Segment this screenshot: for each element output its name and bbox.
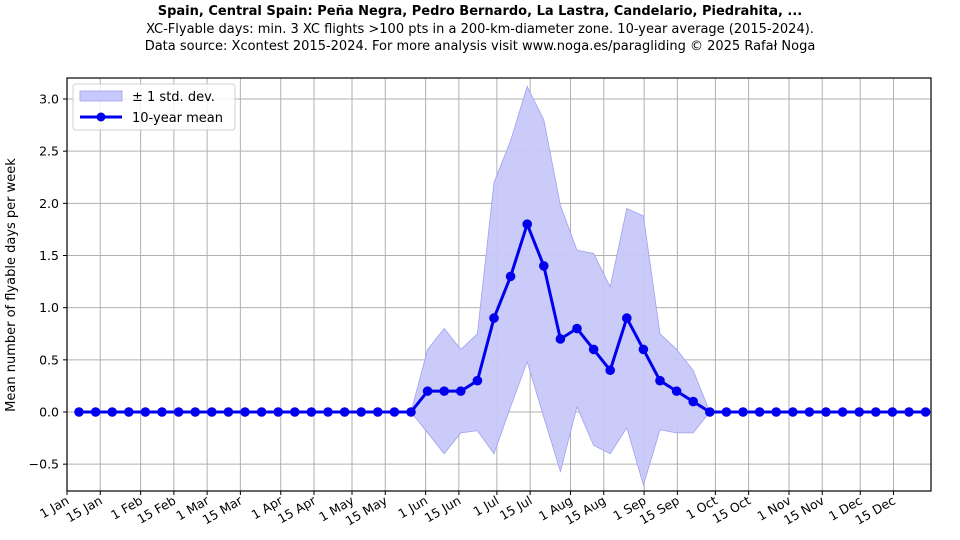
x-tick-label: 15 Jun (422, 493, 464, 526)
mean-data-point (622, 313, 632, 323)
mean-data-point (605, 365, 615, 376)
mean-data-point (74, 407, 84, 417)
mean-data-point (854, 407, 864, 417)
mean-data-point (406, 407, 416, 417)
mean-data-point (871, 407, 881, 417)
y-axis-label: Mean number of flyable days per week (4, 158, 19, 412)
mean-data-point (539, 261, 549, 271)
std-dev-area (79, 85, 926, 487)
mean-data-point (904, 407, 914, 417)
chart-subtitle-source: Data source: Xcontest 2015-2024. For mor… (144, 39, 816, 54)
y-axis-ticks: −0.5 0.0 0.5 1.0 1.5 2.0 2.5 3.0 (29, 92, 67, 472)
mean-data-point (522, 219, 532, 229)
mean-data-point (240, 407, 250, 417)
mean-data-point (439, 386, 450, 396)
mean-data-point (555, 334, 566, 344)
mean-data-point (754, 407, 765, 417)
mean-data-point (489, 313, 499, 323)
mean-data-point (373, 407, 383, 417)
mean-data-point (90, 407, 101, 417)
mean-data-point (887, 407, 898, 417)
legend: ± 1 std. dev. 10-year mean (72, 83, 236, 131)
mean-data-point (456, 386, 466, 396)
mean-data-point (655, 375, 665, 386)
mean-data-point (124, 407, 134, 417)
legend-std-label: ± 1 std. dev. (132, 90, 215, 105)
chart-subtitle-definition: XC-Flyable days: min. 3 XC flights >100 … (146, 22, 814, 37)
mean-data-point (107, 407, 117, 417)
mean-data-point (356, 407, 367, 417)
mean-data-point (572, 323, 582, 334)
x-tick-label: 1 Jul (470, 493, 501, 519)
mean-data-point (422, 386, 433, 396)
mean-line-series (74, 219, 931, 417)
mean-data-point (339, 407, 350, 417)
mean-data-point (688, 396, 698, 407)
mean-data-point (638, 344, 649, 355)
mean-data-point (588, 344, 599, 355)
std-dev-band (79, 85, 926, 487)
x-tick-label: 15 Feb (134, 493, 178, 527)
mean-data-point (190, 407, 200, 417)
mean-data-point (705, 407, 715, 417)
mean-data-point (671, 386, 682, 396)
mean-data-point (223, 407, 234, 417)
mean-data-point (389, 407, 400, 417)
y-tick-label: 2.0 (39, 196, 59, 211)
mean-data-point (290, 407, 300, 417)
y-tick-label: 1.0 (39, 300, 59, 315)
mean-data-point (173, 407, 184, 417)
mean-data-point (472, 375, 483, 386)
x-tick-label: 15 Jan (63, 493, 104, 526)
legend-mean-label: 10-year mean (132, 111, 223, 126)
mean-data-point (788, 407, 798, 417)
mean-data-point (140, 407, 151, 417)
mean-data-point (771, 407, 781, 417)
y-tick-label: 0.0 (39, 405, 59, 420)
legend-std-swatch (79, 90, 123, 102)
x-tick-label: 15 Oct (710, 493, 754, 527)
mean-data-point (256, 407, 267, 417)
y-tick-label: −0.5 (29, 457, 59, 472)
y-tick-label: 2.5 (39, 144, 59, 159)
chart-title: Spain, Central Spain: Peña Negra, Pedro … (157, 4, 803, 19)
plot-frame (66, 77, 932, 492)
mean-data-point (721, 407, 732, 417)
mean-data-point (821, 407, 831, 417)
mean-data-point (505, 271, 516, 282)
legend-mean-marker (96, 112, 106, 122)
mean-line (79, 222, 926, 414)
y-tick-label: 1.5 (39, 248, 59, 263)
mean-data-point (306, 407, 317, 417)
x-tick-label: 15 Jul (497, 493, 535, 523)
mean-data-point (157, 407, 167, 417)
y-tick-label: 0.5 (39, 352, 59, 367)
mean-data-point (273, 407, 284, 417)
mean-data-point (738, 407, 748, 417)
mean-data-point (837, 407, 848, 417)
mean-data-point (207, 407, 217, 417)
y-tick-label: 3.0 (39, 92, 59, 107)
x-tick-label: 15 Apr (275, 492, 319, 526)
mean-data-point (804, 407, 815, 417)
mean-data-point (323, 407, 333, 417)
mean-data-point (920, 407, 931, 417)
